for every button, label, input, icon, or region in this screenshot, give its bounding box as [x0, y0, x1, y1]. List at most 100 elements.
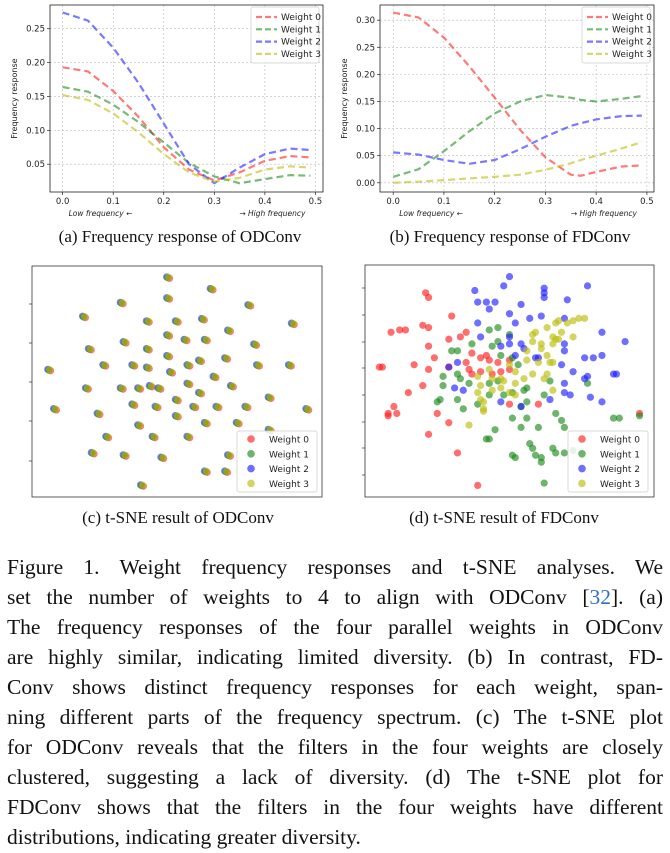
point-weight-3	[173, 396, 181, 404]
point-weight-0	[419, 321, 427, 329]
caption-line: distributions, indicating greater divers…	[7, 822, 663, 852]
point-weight-3	[226, 326, 234, 335]
caption-text: distributions, indicating greater divers…	[7, 825, 361, 849]
legend-marker-weight-1	[247, 450, 255, 458]
point-weight-3	[286, 361, 295, 369]
point-weight-3	[144, 363, 152, 372]
point-weight-2	[453, 358, 462, 367]
point-weight-2	[621, 337, 629, 346]
point-weight-3	[165, 294, 173, 302]
point-weight-3	[523, 347, 531, 355]
legend-label: Weight 1	[269, 450, 309, 460]
y-tick-label: 0.05	[26, 160, 45, 170]
point-weight-1	[491, 426, 499, 434]
point-weight-2	[471, 286, 479, 295]
point-weight-2	[459, 386, 467, 394]
point-weight-1	[537, 458, 545, 466]
point-weight-2	[560, 340, 569, 348]
point-weight-0	[453, 449, 462, 457]
series-line-weight-0	[62, 66, 311, 182]
point-weight-3	[147, 382, 155, 390]
point-weight-3	[223, 467, 231, 475]
point-weight-2	[598, 351, 606, 360]
legend-box	[581, 6, 651, 64]
point-weight-0	[430, 354, 438, 362]
legend-marker-weight-3	[578, 479, 586, 488]
point-weight-0	[433, 409, 441, 418]
series-line-weight-0	[392, 11, 642, 177]
point-weight-3	[46, 366, 54, 374]
point-weight-0	[505, 400, 514, 408]
point-weight-3	[549, 386, 557, 394]
point-weight-3	[465, 421, 473, 429]
caption-line: set the number of weights to 4 to align …	[7, 582, 663, 612]
point-weight-3	[581, 314, 589, 322]
point-weight-3	[191, 403, 199, 411]
point-weight-3	[202, 419, 210, 427]
point-weight-3	[118, 384, 126, 392]
point-weight-3	[182, 336, 190, 344]
legend-label: Weight 1	[612, 25, 652, 35]
point-weight-1	[523, 414, 531, 422]
legend-label: Weight 1	[281, 25, 321, 35]
point-weight-3	[488, 386, 496, 394]
point-weight-3	[543, 324, 551, 332]
point-weight-1	[453, 395, 462, 404]
high-frequency-label: → High frequency	[571, 209, 638, 218]
point-weight-3	[211, 373, 219, 381]
point-weight-1	[448, 347, 456, 355]
point-weight-2	[563, 296, 571, 304]
point-weight-3	[549, 358, 557, 367]
point-weight-3	[474, 389, 482, 397]
caption-text: The frequency responses of the four para…	[7, 615, 663, 639]
caption-text: ning different parts of the frequency sp…	[7, 705, 663, 729]
point-weight-0	[468, 349, 476, 357]
point-weight-0	[494, 358, 502, 367]
point-weight-3	[159, 453, 167, 462]
caption-line: Figure 1. Weight frequency responses and…	[7, 552, 663, 582]
point-weight-1	[552, 449, 560, 457]
point-weight-3	[185, 380, 193, 388]
caption-text: Figure 1. Weight frequency responses and…	[7, 555, 663, 579]
point-weight-2	[497, 342, 505, 350]
point-weight-0	[485, 356, 493, 364]
point-weight-3	[479, 407, 488, 415]
point-weight-3	[511, 379, 519, 387]
y-axis-label: Frequency response	[10, 58, 19, 138]
point-weight-3	[208, 285, 216, 293]
x-tick-label: 0.2	[488, 197, 502, 207]
point-weight-3	[223, 354, 231, 362]
point-weight-2	[482, 298, 490, 306]
point-weight-2	[540, 293, 548, 302]
point-weight-0	[534, 400, 543, 408]
caption-line: Conv shows distinct frequency responses …	[7, 672, 663, 702]
point-weight-0	[390, 402, 398, 411]
series-line-weight-2	[62, 11, 311, 185]
point-weight-3	[144, 345, 152, 353]
legend-label: Weight 2	[281, 38, 321, 48]
point-weight-3	[505, 361, 514, 369]
point-weight-2	[526, 314, 534, 322]
point-weight-3	[488, 375, 496, 383]
point-weight-3	[505, 389, 514, 397]
point-weight-3	[552, 319, 560, 327]
x-tick-label: 0.3	[208, 197, 222, 207]
point-weight-0	[410, 361, 418, 369]
legend-label: Weight 3	[612, 50, 652, 60]
point-weight-1	[546, 377, 554, 385]
point-weight-2	[477, 333, 485, 341]
point-weight-2	[450, 384, 459, 392]
caption-line: clustered, suggesting a lack of diversit…	[7, 762, 663, 792]
citation-link[interactable]: 32	[589, 585, 611, 609]
point-weight-3	[83, 384, 92, 392]
point-weight-3	[555, 335, 563, 343]
caption-text: clustered, suggesting a lack of diversit…	[7, 765, 663, 789]
point-weight-1	[485, 326, 493, 334]
point-weight-3	[81, 313, 89, 321]
point-weight-3	[479, 398, 488, 406]
point-weight-3	[150, 433, 158, 441]
point-weight-3	[477, 382, 485, 390]
point-weight-0	[462, 358, 470, 367]
point-weight-2	[485, 305, 493, 313]
point-weight-1	[552, 409, 560, 418]
